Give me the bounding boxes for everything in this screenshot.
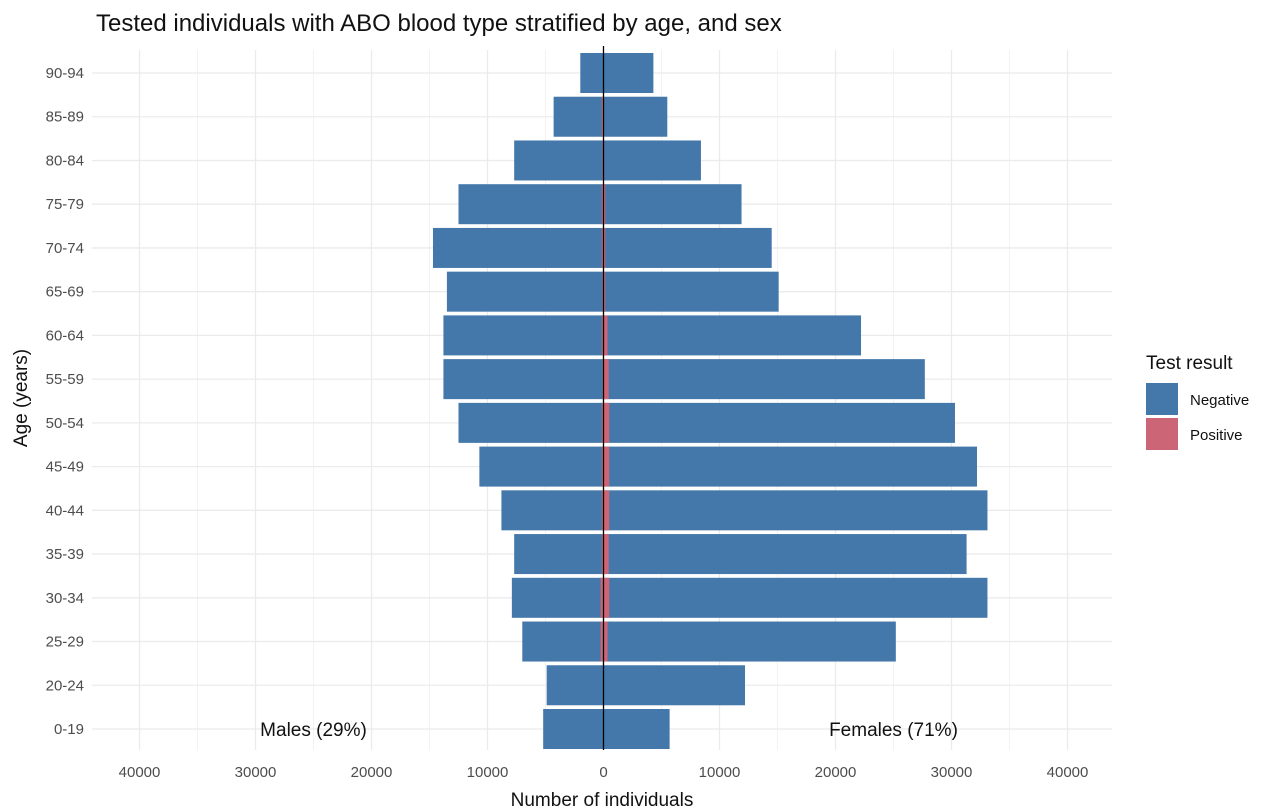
bar-male-positive-25-29	[600, 621, 604, 662]
y-tick-label: 90-94	[46, 65, 84, 82]
bar-male-negative-60-64	[443, 315, 604, 356]
y-tick-label: 30-34	[46, 590, 84, 607]
annotation-label: Males (29%)	[260, 720, 367, 741]
bar-male-negative-75-79	[458, 184, 604, 225]
bar-male-positive-40-44	[601, 490, 604, 531]
chart-title: Tested individuals with ABO blood type s…	[96, 10, 782, 37]
y-tick-label: 45-49	[46, 459, 84, 476]
x-tick-label: 0	[599, 764, 607, 781]
bar-male-positive-30-34	[600, 577, 604, 618]
y-tick-label: 25-29	[46, 634, 84, 651]
bar-female-positive-75-79	[603, 184, 606, 225]
bar-female-positive-60-64	[603, 315, 608, 356]
bar-male-positive-70-74	[601, 227, 604, 268]
y-tick-label: 85-89	[46, 109, 84, 126]
y-tick-label: 65-69	[46, 284, 84, 301]
x-tick-label: 20000	[815, 764, 857, 781]
y-tick-label: 50-54	[46, 415, 84, 432]
bar-male-negative-0-19	[543, 709, 604, 749]
bar-male-positive-45-49	[601, 446, 604, 487]
bar-male-negative-85-89	[553, 96, 604, 137]
bar-female-negative-60-64	[603, 315, 862, 356]
x-axis-title: Number of individuals	[511, 790, 694, 811]
y-tick-labels: 0-19 20-24 25-29 30-34 35-39 40-44 45-49 50-54 5…	[46, 65, 84, 738]
bar-female-positive-45-49	[603, 446, 610, 487]
y-tick-label: 0-19	[54, 721, 84, 738]
y-tick-label: 40-44	[46, 502, 84, 519]
y-tick-label: 80-84	[46, 152, 84, 169]
bar-female-positive-70-74	[603, 227, 606, 268]
bar-female-negative-80-84	[603, 140, 701, 181]
y-tick-label: 55-59	[46, 371, 84, 388]
y-axis-title: Age (years)	[11, 349, 32, 447]
legend-label: Positive	[1190, 427, 1243, 444]
bar-female-negative-85-89	[603, 96, 668, 137]
bar-female-positive-30-34	[603, 577, 610, 618]
x-tick-label: 40000	[119, 764, 161, 781]
x-tick-labels: 40000 30000 20000 10000 0 10000 20000 30000 4000…	[119, 764, 1089, 781]
annotation-label: Females (71%)	[829, 720, 958, 741]
bar-female-positive-40-44	[603, 490, 610, 531]
bar-female-positive-25-29	[603, 621, 608, 662]
bar-female-positive-65-69	[603, 271, 606, 312]
bar-female-negative-75-79	[603, 184, 742, 225]
bar-male-negative-55-59	[443, 359, 604, 400]
legend-key-positive	[1146, 418, 1178, 450]
bar-female-negative-40-44	[603, 490, 988, 531]
annotations: Males (29%) Females (71%)	[260, 720, 958, 741]
x-tick-label: 10000	[699, 764, 741, 781]
y-tick-label: 70-74	[46, 240, 84, 257]
bar-female-negative-25-29	[603, 621, 896, 662]
bar-male-negative-30-34	[511, 577, 604, 618]
y-tick-label: 35-39	[46, 546, 84, 563]
legend-label: Negative	[1190, 392, 1249, 409]
bar-male-negative-70-74	[432, 227, 604, 268]
bar-female-negative-20-24	[603, 665, 746, 706]
bar-female-negative-30-34	[603, 577, 988, 618]
bars	[432, 46, 988, 750]
bar-female-positive-50-54	[603, 402, 610, 443]
bar-female-negative-55-59	[603, 359, 925, 400]
bar-male-positive-35-39	[601, 534, 604, 575]
bar-male-negative-40-44	[501, 490, 604, 531]
bar-male-negative-90-94	[580, 53, 604, 93]
bar-male-positive-75-79	[601, 184, 604, 225]
bar-female-negative-70-74	[603, 227, 772, 268]
legend-key-negative	[1146, 383, 1178, 415]
legend-title: Test result	[1146, 353, 1233, 374]
bar-male-negative-25-29	[522, 621, 604, 662]
bar-female-negative-0-19	[603, 709, 670, 749]
bar-female-negative-45-49	[603, 446, 978, 487]
bar-male-negative-35-39	[514, 534, 604, 575]
x-tick-label: 30000	[235, 764, 277, 781]
bar-male-negative-80-84	[514, 140, 604, 181]
y-tick-label: 60-64	[46, 327, 84, 344]
bar-female-negative-50-54	[603, 402, 955, 443]
bar-female-negative-90-94	[603, 53, 654, 93]
x-tick-label: 40000	[1047, 764, 1089, 781]
bar-male-negative-50-54	[458, 402, 604, 443]
y-tick-label: 75-79	[46, 196, 84, 213]
bar-male-positive-50-54	[601, 402, 604, 443]
y-tick-label: 20-24	[46, 677, 84, 694]
bar-male-negative-45-49	[479, 446, 604, 487]
bar-female-positive-55-59	[603, 359, 609, 400]
bar-male-positive-85-89	[601, 96, 604, 137]
legend: Test result Negative Positive	[1146, 353, 1249, 450]
bar-female-negative-65-69	[603, 271, 779, 312]
x-tick-label: 10000	[467, 764, 509, 781]
x-tick-label: 20000	[351, 764, 393, 781]
bar-male-negative-20-24	[546, 665, 604, 706]
bar-male-positive-60-64	[601, 315, 604, 356]
x-tick-label: 30000	[931, 764, 973, 781]
bar-male-negative-65-69	[446, 271, 604, 312]
bar-female-negative-35-39	[603, 534, 967, 575]
bar-female-positive-35-39	[603, 534, 609, 575]
